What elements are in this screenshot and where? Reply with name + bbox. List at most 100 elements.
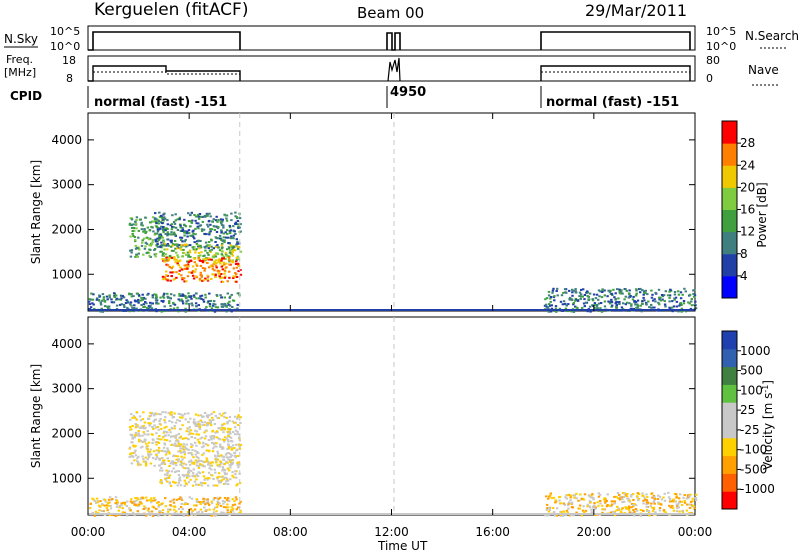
data-cell [196, 460, 200, 463]
data-cell [185, 443, 188, 446]
data-cell [236, 464, 239, 466]
data-cell [621, 507, 624, 510]
data-cell [614, 302, 617, 305]
data-cell [116, 503, 119, 506]
data-cell [198, 297, 201, 300]
nsearch-label: N.Search [745, 29, 799, 43]
data-cell [664, 290, 667, 293]
data-cell [202, 461, 205, 464]
data-cell [220, 253, 223, 256]
data-cell [226, 509, 229, 512]
data-cell [212, 435, 216, 437]
data-cell [227, 447, 230, 450]
data-cell [221, 466, 224, 469]
data-cell [220, 305, 224, 308]
data-cell [653, 496, 656, 499]
data-cell [205, 449, 209, 452]
data-cell [228, 276, 231, 279]
data-cell [204, 249, 207, 252]
data-cell [630, 303, 633, 306]
data-cell [173, 412, 176, 415]
data-cell [208, 450, 211, 453]
data-cell [648, 514, 651, 517]
data-cell [683, 494, 686, 497]
data-cell [222, 458, 226, 461]
data-cell [670, 306, 674, 309]
data-cell [207, 460, 210, 463]
data-cell [187, 261, 191, 264]
data-cell [177, 264, 180, 267]
data-cell [229, 244, 233, 247]
data-cell [172, 307, 176, 310]
data-cell [207, 462, 211, 465]
data-cell [199, 503, 202, 505]
data-cell [144, 245, 147, 248]
data-cell [620, 508, 623, 511]
data-cell [236, 416, 240, 419]
data-cell [229, 511, 232, 513]
data-cell [161, 217, 164, 220]
data-cell [165, 477, 169, 479]
data-cell [180, 455, 183, 458]
data-cell [134, 239, 137, 241]
data-cell [157, 222, 160, 225]
data-cell [106, 509, 109, 512]
data-cell [209, 223, 212, 226]
data-cell [194, 227, 197, 230]
data-cell [193, 257, 197, 260]
data-cell [198, 213, 202, 215]
data-cell [161, 469, 164, 472]
data-cell [677, 506, 680, 509]
data-cell [657, 301, 660, 304]
data-cell [233, 500, 236, 503]
data-cell [566, 511, 569, 514]
data-cell [237, 223, 240, 226]
data-cell [208, 503, 211, 506]
data-cell [231, 507, 235, 510]
data-cell [572, 289, 575, 292]
freq-trace-1 [88, 65, 241, 82]
data-cell [182, 294, 185, 297]
data-cell [168, 233, 172, 236]
data-cell [159, 418, 162, 420]
data-cell [128, 507, 131, 510]
data-cell [170, 293, 173, 296]
data-cell [129, 425, 132, 428]
data-cell [148, 254, 151, 257]
data-cell [205, 233, 208, 236]
data-cell [165, 270, 168, 273]
data-cell [181, 293, 184, 296]
data-cell [192, 422, 196, 425]
data-cell [169, 500, 172, 503]
data-cell [130, 251, 133, 254]
data-cell [636, 492, 640, 495]
data-cell [202, 465, 205, 468]
data-cell [211, 441, 214, 444]
data-cell [147, 418, 150, 420]
data-cell [680, 304, 683, 306]
data-cell [225, 498, 229, 501]
data-cell [174, 455, 177, 457]
data-cell [223, 263, 226, 266]
data-cell [544, 298, 547, 301]
data-cell [146, 236, 149, 239]
data-cell [132, 234, 135, 237]
data-cell [211, 416, 214, 419]
data-cell [93, 500, 96, 502]
data-cell [228, 419, 231, 422]
data-cell [184, 307, 187, 310]
data-cell [577, 499, 580, 502]
data-cell [641, 289, 644, 292]
data-cell [165, 263, 168, 266]
data-cell [634, 294, 638, 297]
data-cell [172, 480, 175, 483]
data-cell [183, 234, 186, 237]
data-cell [177, 470, 180, 473]
data-cell [207, 247, 210, 250]
data-cell [570, 514, 573, 517]
data-cell [149, 256, 152, 258]
data-cell [210, 248, 214, 251]
data-cell [635, 509, 639, 512]
data-cell [115, 500, 119, 503]
